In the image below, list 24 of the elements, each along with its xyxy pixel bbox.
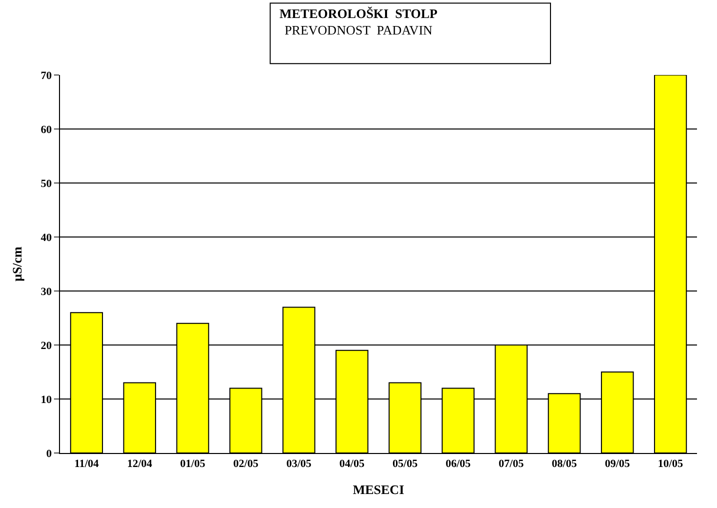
x-tick-label: 12/04 [127, 458, 153, 470]
x-tick-label: 04/05 [339, 458, 365, 470]
x-tick-label: 06/05 [446, 458, 472, 470]
x-tick-label: 03/05 [286, 458, 312, 470]
y-tick-label: 20 [40, 340, 52, 352]
x-tick-label: 11/04 [74, 458, 100, 470]
x-tick-label: 02/05 [233, 458, 259, 470]
x-axis-title: MESECI [352, 482, 404, 497]
x-tick-label: 08/05 [552, 458, 578, 470]
y-tick-label: 50 [40, 178, 52, 190]
y-tick-label: 0 [46, 448, 52, 460]
x-tick-label: 09/05 [604, 458, 630, 470]
y-tick-label: 30 [40, 286, 52, 298]
y-tick-label: 10 [40, 394, 52, 406]
y-axis-title: μS/cm [10, 246, 25, 282]
y-tick-label: 70 [40, 70, 52, 82]
x-tick-label: 01/05 [180, 458, 206, 470]
chart-title: METEOROLOŠKI STOLP [280, 6, 438, 21]
x-tick-label: 05/05 [392, 458, 418, 470]
x-tick-label: 10/05 [658, 458, 684, 470]
x-tick-label: 07/05 [498, 458, 524, 470]
chart-subtitle: PREVODNOST PADAVIN [284, 22, 434, 38]
y-tick-label: 60 [40, 124, 52, 136]
y-tick-label: 40 [40, 232, 52, 244]
